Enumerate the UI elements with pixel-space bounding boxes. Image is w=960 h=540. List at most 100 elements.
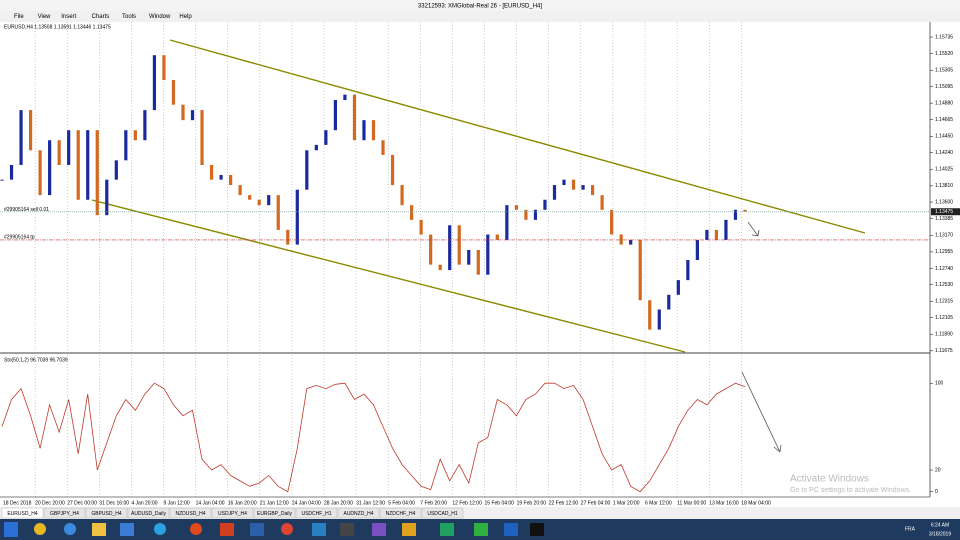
candle (724, 219, 728, 240)
grid (34, 22, 742, 497)
pane-title: Sto(50,1,2) 96.7039 96.7039 (4, 357, 68, 363)
tab-label[interactable]: GBPUSD_H4 (91, 511, 122, 517)
candle (190, 110, 195, 121)
candle (314, 144, 318, 151)
candle (19, 110, 23, 165)
tab[interactable] (169, 507, 212, 519)
tab[interactable] (127, 507, 170, 519)
x-tick-label: 31 Dec 16:00 (99, 500, 129, 506)
tab-label[interactable]: AUDUSD_Daily (131, 511, 167, 517)
tab[interactable] (421, 507, 464, 519)
candle (57, 140, 61, 165)
tp-label: #29905164 tp (4, 234, 35, 240)
candle (248, 195, 252, 200)
menu-item[interactable]: File (14, 14, 24, 20)
tab[interactable] (337, 507, 380, 519)
candle (162, 55, 166, 80)
indicator-line (1, 382, 746, 493)
tab[interactable] (379, 507, 422, 519)
title-bar (0, 0, 960, 11)
candle (390, 154, 395, 186)
tab[interactable] (295, 507, 338, 519)
menu-item[interactable]: View (38, 14, 52, 20)
y-tick-label: 1.13600 (935, 199, 953, 205)
candle (610, 209, 614, 235)
x-tick-label: 1 Mar 20:00 (613, 500, 640, 506)
candle (333, 100, 337, 131)
candle (638, 239, 642, 301)
candle (533, 209, 538, 220)
candle (352, 94, 357, 141)
tab-label[interactable]: EURUSD_H4 (7, 511, 38, 517)
candle (362, 120, 366, 141)
candle (629, 239, 633, 245)
candle (38, 150, 42, 196)
x-tick-label: 28 Jan 20:00 (324, 500, 353, 506)
tab-label[interactable]: EURGBP_Daily (257, 511, 293, 517)
menu-item[interactable]: Help (179, 14, 192, 20)
y-tick-label: 1.15305 (935, 68, 953, 74)
menu-item[interactable]: Charts (92, 14, 110, 20)
candle (86, 130, 90, 200)
taskbar-time: 6:24 AM (931, 522, 949, 528)
y-tick-label: 1.14665 (935, 117, 953, 123)
y-tick-label: 1.15735 (935, 34, 953, 40)
tab[interactable] (85, 507, 128, 519)
tab-label[interactable]: AUDNZD_H4 (343, 511, 373, 517)
candle (238, 185, 242, 196)
candle (267, 195, 271, 206)
tab[interactable] (1, 507, 44, 519)
taskbar-icons (4, 522, 544, 537)
candle (667, 294, 671, 310)
candle (200, 110, 204, 165)
x-tick-label: 15 Feb 04:00 (485, 500, 515, 506)
candle (257, 199, 261, 206)
candle (543, 199, 547, 210)
menu-item[interactable]: Window (149, 14, 171, 20)
taskbar-date: 3/18/2019 (929, 531, 951, 537)
window-title: 33212593: XMGlobal-Real 26 - [EURUSD_H4] (418, 4, 542, 10)
x-tick-label: 18 Dec 2018 (3, 500, 32, 506)
candle (657, 309, 661, 330)
candle (648, 300, 652, 330)
tab-label[interactable]: USDCAD_H1 (427, 511, 458, 517)
y-tick-label: 100 (935, 381, 944, 387)
price-marker (931, 208, 960, 216)
candle (295, 189, 299, 245)
tab-label[interactable]: NZDUSD_H4 (175, 511, 205, 517)
tab-label[interactable]: USDCHF_H1 (301, 511, 331, 517)
y-tick-label: 20 (935, 467, 941, 473)
tab[interactable] (211, 507, 254, 519)
candle (371, 120, 376, 141)
candle (343, 94, 347, 101)
candle (48, 140, 52, 196)
x-tick-label: 16 Jan 20:00 (228, 500, 257, 506)
candle (209, 164, 214, 180)
y-tick-label: 1.12955 (935, 249, 953, 255)
candle (429, 234, 433, 265)
arrow (747, 221, 760, 237)
y-tick-label: 1.11890 (935, 332, 953, 338)
candle (105, 179, 109, 216)
x-tick-label: 14 Jan 04:00 (196, 500, 225, 506)
y-tick-label: 0 (935, 489, 938, 495)
candle (467, 249, 471, 265)
menu-bar (0, 11, 960, 22)
candle (143, 110, 147, 141)
candle (152, 55, 157, 111)
menu-item[interactable]: Tools (122, 14, 136, 20)
x-tick-label: 21 Jan 12:00 (260, 500, 289, 506)
menu-item[interactable]: Insert (61, 14, 76, 20)
candle (457, 225, 461, 265)
candle (714, 229, 719, 240)
candle (676, 280, 680, 295)
y-tick-label: 1.12530 (935, 282, 953, 288)
tab-label[interactable]: GBPJPY_H4 (50, 511, 79, 517)
arrow (741, 371, 782, 453)
current-price-label: 1.13475 (935, 209, 953, 215)
tab-label[interactable]: NZDCHF_H4 (386, 511, 416, 517)
candle (495, 234, 499, 240)
tab-label[interactable]: USDJPY_H4 (218, 511, 247, 517)
tab[interactable] (253, 507, 296, 519)
tab[interactable] (43, 507, 86, 519)
